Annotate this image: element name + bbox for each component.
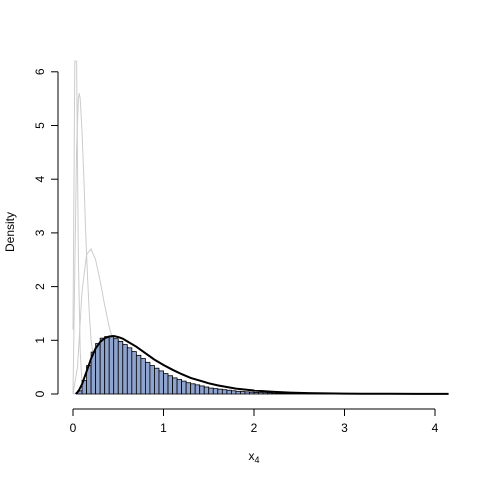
y-tick-label: 5 <box>33 122 47 129</box>
histogram-bar <box>208 387 214 395</box>
histogram-bar <box>131 351 137 395</box>
y-tick-label: 2 <box>33 283 47 290</box>
histogram-bar <box>104 336 110 395</box>
histogram-bar <box>253 391 259 395</box>
histogram-bar <box>199 385 205 395</box>
y-tick-label: 4 <box>33 176 47 183</box>
x-axis-label: x4 <box>248 449 259 465</box>
histogram-bar <box>117 340 124 395</box>
histogram-bar <box>163 373 169 395</box>
histogram-bar <box>108 336 115 395</box>
histogram-bar <box>113 338 119 395</box>
y-tick-label: 6 <box>33 68 47 75</box>
histogram-bars <box>77 336 350 395</box>
y-tick-label: 3 <box>33 229 47 236</box>
y-tick-label: 1 <box>33 337 47 344</box>
histogram-bar <box>280 392 287 395</box>
histogram-bar <box>126 347 133 395</box>
histogram-bar <box>172 377 178 395</box>
x-axis-label-main: x <box>248 449 254 463</box>
histogram-bar <box>244 391 250 395</box>
x-tick-label: 3 <box>341 421 348 435</box>
histogram-bar <box>158 370 164 395</box>
histogram-bar <box>149 365 155 395</box>
histogram-bar <box>122 344 128 395</box>
histogram-bar <box>167 375 173 395</box>
histogram-bar <box>258 392 264 395</box>
x-tick-label: 1 <box>160 421 167 435</box>
histogram-bar <box>185 382 192 395</box>
histogram-bar <box>140 358 146 395</box>
y-tick-label: 0 <box>33 390 47 397</box>
x-tick-label: 4 <box>432 421 439 435</box>
histogram-bar <box>190 383 196 395</box>
histogram-bar <box>181 380 187 395</box>
density-curve <box>74 334 449 395</box>
histogram-bar <box>240 391 246 395</box>
x-tick-label: 0 <box>70 421 77 435</box>
histogram-bar <box>176 379 183 395</box>
histogram-bar <box>235 390 241 395</box>
histogram-bar <box>217 388 223 395</box>
histogram-bar <box>95 343 101 395</box>
axes: 0 1 2 3 4 0 1 2 3 4 5 6 <box>33 68 439 435</box>
histogram-bar <box>221 389 228 395</box>
histogram-bar <box>226 389 232 395</box>
histogram-bar <box>262 392 268 395</box>
histogram-bar <box>230 390 237 395</box>
histogram-bar <box>203 386 210 395</box>
histogram-bar <box>194 384 201 395</box>
histogram-bar <box>135 354 142 395</box>
histogram-bar <box>154 367 160 395</box>
histogram-bar <box>249 391 255 395</box>
y-axis-label: Density <box>3 212 17 252</box>
x-tick-label: 2 <box>251 421 258 435</box>
histogram-bar <box>99 337 106 395</box>
histogram-bar <box>212 388 219 395</box>
histogram-bar <box>267 392 273 395</box>
histogram-bar <box>144 361 151 395</box>
histogram-bar <box>271 392 278 395</box>
x-axis-label-subscript: 4 <box>254 455 259 465</box>
density-curve-layer <box>74 334 449 395</box>
histogram-bar <box>276 392 282 395</box>
